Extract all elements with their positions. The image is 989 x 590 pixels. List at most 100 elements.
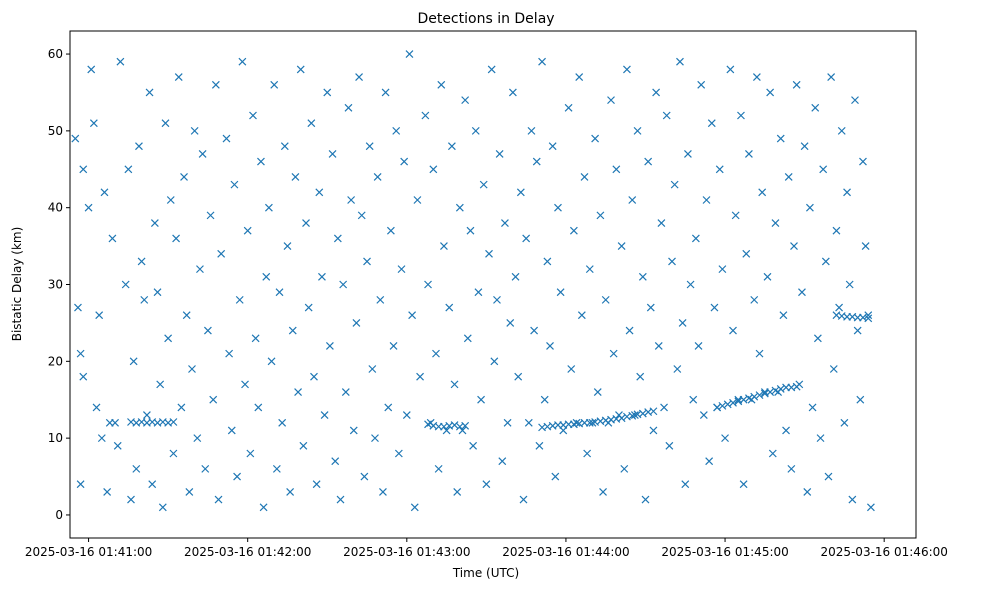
- point-detections-174: [538, 57, 546, 66]
- point-track-3-17: [628, 411, 637, 420]
- point-detections-161: [503, 418, 512, 427]
- point-detections-149: [471, 126, 480, 135]
- point-detections-30: [150, 219, 159, 227]
- point-detections-39: [174, 73, 183, 82]
- point-detections-227: [681, 480, 690, 489]
- point-detections-48: [198, 149, 207, 158]
- point-detections-78: [280, 142, 289, 151]
- point-detections-152: [479, 180, 488, 189]
- point-detections-37: [169, 449, 178, 458]
- point-detections-214: [646, 303, 655, 312]
- y-axis-ticks: 0 10 20 30 40 50 60: [48, 47, 70, 522]
- point-track-4-5: [739, 395, 748, 404]
- point-detections-155: [487, 65, 496, 74]
- point-detections-143: [455, 203, 464, 212]
- point-detections-61: [235, 295, 244, 304]
- point-detections-205: [623, 65, 631, 74]
- y-tick-label-5: 50: [48, 124, 63, 138]
- point-detections-139: [445, 303, 454, 312]
- point-detections-215: [649, 426, 658, 435]
- point-detections-134: [432, 349, 440, 358]
- point-detections-6: [84, 203, 93, 212]
- point-detections-193: [591, 134, 600, 143]
- point-detections-44: [188, 365, 196, 373]
- point-detections-163: [508, 88, 517, 97]
- point-detections-209: [633, 126, 642, 135]
- point-detections-164: [511, 272, 520, 281]
- point-detections-93: [320, 411, 329, 420]
- point-detections-210: [636, 372, 645, 381]
- point-detections-94: [323, 88, 332, 97]
- point-detections-81: [288, 326, 297, 335]
- point-track-4-0: [713, 403, 722, 412]
- chart-title: Detections in Delay: [417, 11, 554, 27]
- point-detections-47: [196, 265, 204, 274]
- point-detections-133: [429, 165, 438, 174]
- point-detections-176: [543, 257, 552, 266]
- point-detections-275: [811, 103, 820, 112]
- point-detections-172: [532, 157, 541, 166]
- point-detections-213: [644, 157, 653, 166]
- point-track-4-4: [734, 397, 743, 406]
- point-detections-120: [392, 126, 401, 135]
- point-detections-156: [490, 357, 499, 366]
- point-detections-263: [779, 311, 788, 320]
- point-detections-28: [145, 88, 154, 97]
- point-detections-92: [318, 272, 326, 281]
- point-track-4-10: [766, 388, 775, 396]
- point-detections-136: [437, 80, 446, 89]
- point-detections-86: [302, 219, 310, 227]
- point-detections-125: [405, 50, 414, 58]
- point-detections-64: [243, 226, 252, 235]
- point-detections-17: [113, 441, 122, 450]
- point-detections-65: [246, 449, 255, 458]
- point-detections-201: [612, 165, 621, 174]
- point-detections-51: [206, 211, 215, 220]
- point-detections-110: [365, 142, 374, 151]
- point-detections-129: [416, 372, 424, 381]
- point-detections-222: [668, 257, 676, 266]
- point-detections-234: [699, 411, 708, 420]
- point-detections-293: [859, 157, 867, 166]
- point-detections-0: [71, 134, 80, 143]
- point-detections-112: [371, 434, 379, 443]
- point-detections-230: [689, 395, 698, 404]
- point-detections-131: [424, 280, 432, 289]
- point-detections-204: [620, 464, 629, 473]
- point-detections-32: [156, 380, 165, 389]
- point-detections-218: [657, 219, 666, 227]
- point-detections-175: [540, 395, 549, 404]
- point-detections-122: [397, 265, 406, 274]
- point-detections-49: [201, 464, 210, 473]
- point-detections-180: [554, 203, 562, 212]
- point-detections-145: [461, 96, 470, 105]
- point-detections-224: [673, 365, 682, 373]
- point-detections-22: [129, 357, 138, 366]
- point-detections-188: [577, 311, 586, 320]
- point-detections-16: [111, 418, 120, 427]
- point-detections-15: [108, 234, 117, 243]
- point-detections-237: [707, 119, 716, 128]
- point-detections-138: [442, 426, 451, 435]
- point-track-4-6: [744, 394, 753, 403]
- point-detections-257: [763, 272, 772, 281]
- point-detections-76: [275, 288, 284, 297]
- point-detections-287: [843, 188, 851, 197]
- point-detections-27: [142, 411, 151, 420]
- point-detections-100: [339, 280, 348, 289]
- point-detections-67: [251, 334, 260, 343]
- point-detections-208: [630, 411, 639, 420]
- point-track-4-1: [718, 401, 727, 410]
- point-detections-288: [845, 280, 854, 289]
- plot-area: [69, 30, 917, 539]
- y-tick-label-3: 30: [48, 278, 63, 292]
- point-detections-50: [203, 326, 212, 335]
- point-track-2-7: [461, 421, 470, 430]
- point-detections-295: [864, 311, 873, 320]
- point-detections-102: [344, 103, 353, 112]
- point-detections-90: [312, 480, 321, 489]
- point-detections-225: [676, 57, 684, 66]
- point-detections-212: [641, 495, 650, 504]
- point-detections-240: [715, 165, 724, 174]
- point-detections-43: [185, 487, 194, 496]
